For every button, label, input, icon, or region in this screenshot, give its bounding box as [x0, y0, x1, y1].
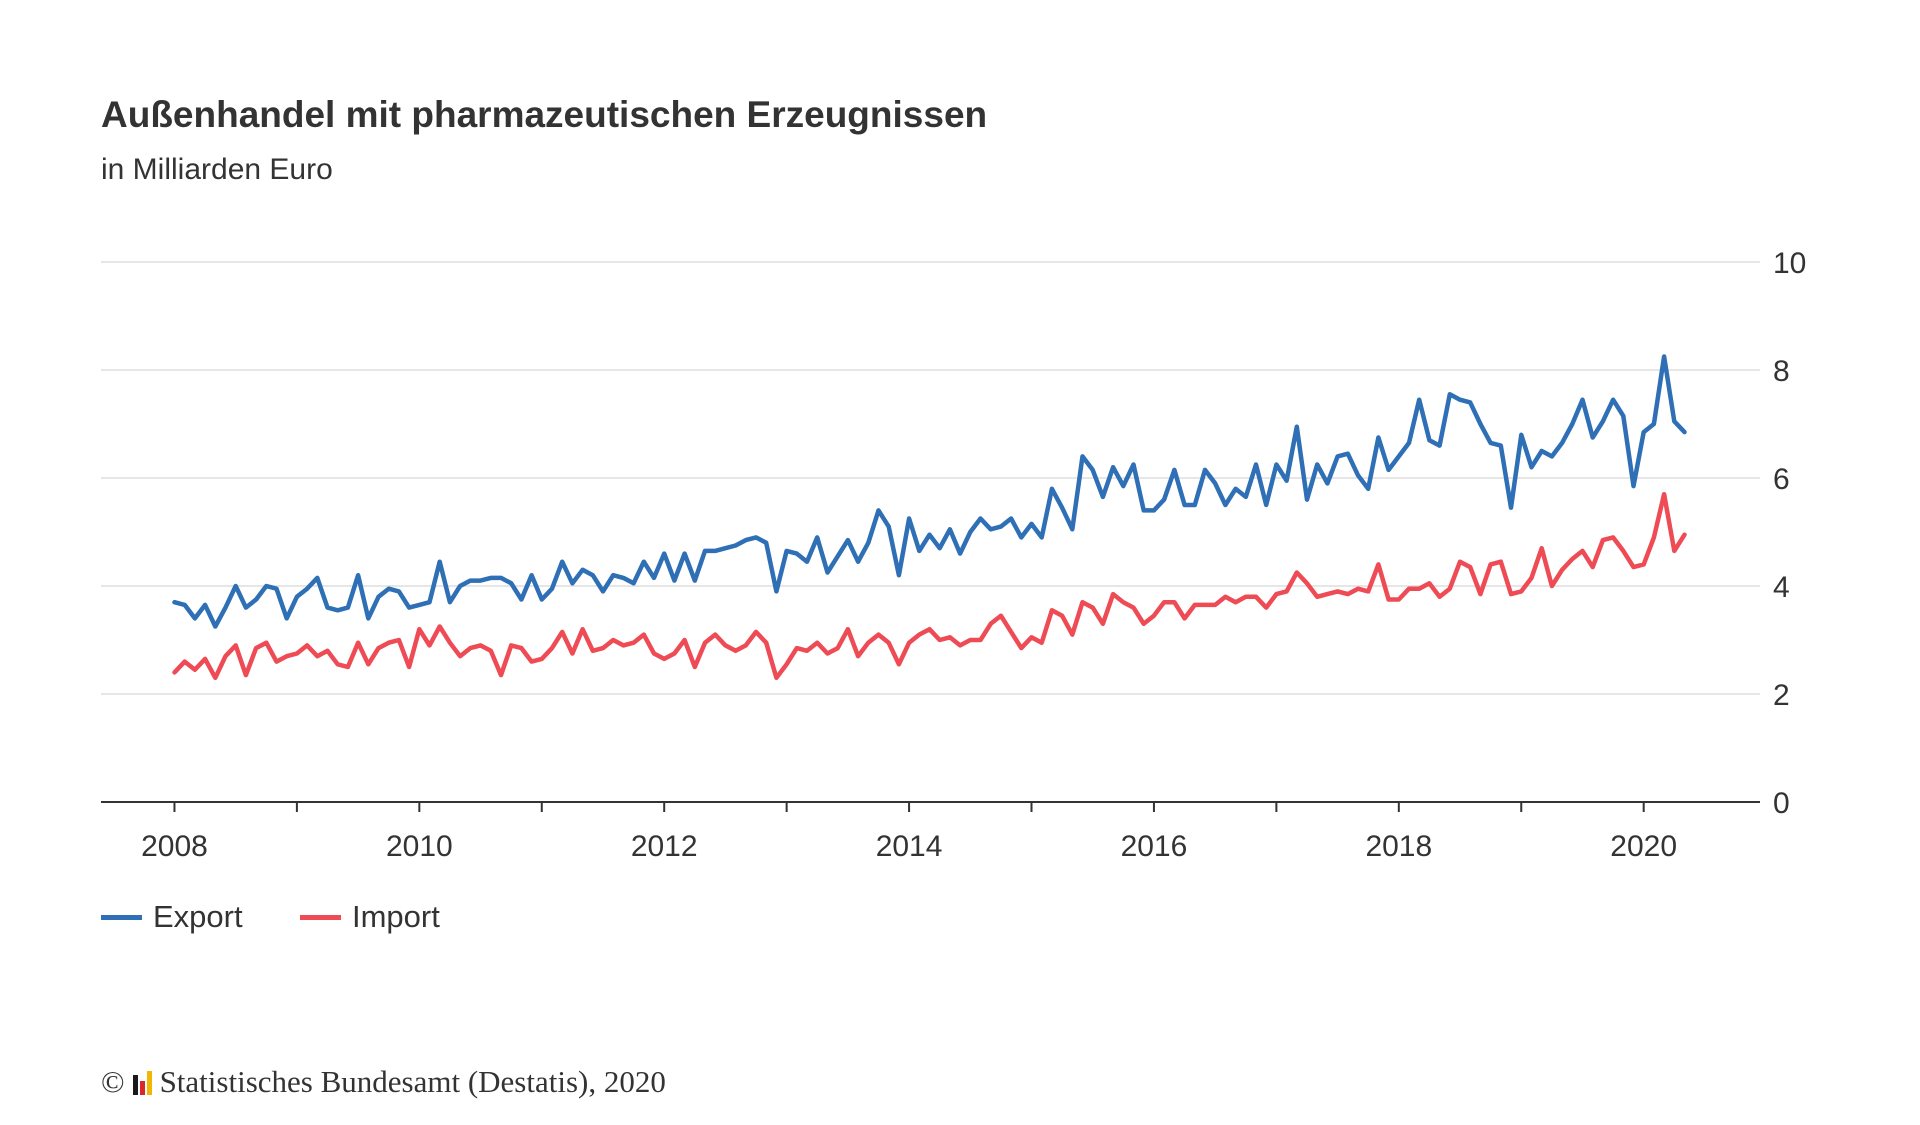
chart-title: Außenhandel mit pharmazeutischen Erzeugn… [101, 94, 988, 135]
x-axis: 2008 2010 2012 2014 2016 2018 2020 [101, 801, 1760, 863]
chart-subtitle: in Milliarden Euro [101, 153, 333, 186]
series-line-export [172, 354, 1687, 629]
destatis-logo-icon [132, 1069, 152, 1095]
y-tick-label-4: 4 [1773, 571, 1790, 604]
legend-swatch-import [300, 914, 341, 920]
legend-label-import: Import [352, 899, 440, 934]
y-tick-label-6: 6 [1773, 463, 1790, 496]
x-tick-label-2014: 2014 [876, 830, 943, 863]
y-axis-ticks: 0 2 4 6 8 10 [1773, 247, 1806, 820]
legend-item-export: Export [101, 897, 243, 937]
x-tick-label-2008: 2008 [141, 830, 208, 863]
legend-label-export: Export [153, 899, 243, 934]
y-tick-label-10: 10 [1773, 247, 1806, 280]
legend-swatch-export [101, 914, 142, 920]
copyright-symbol: © [101, 1064, 125, 1099]
x-tick-label-2012: 2012 [631, 830, 698, 863]
source-footer: © Statistisches Bundesamt (Destatis), 20… [101, 1064, 666, 1100]
x-tick-label-2020: 2020 [1610, 830, 1677, 863]
legend-item-import: Import [300, 897, 440, 937]
source-text: Statistisches Bundesamt (Destatis), 2020 [159, 1064, 666, 1099]
x-tick-label-2010: 2010 [386, 830, 453, 863]
y-tick-label-2: 2 [1773, 679, 1790, 712]
series-line-import [172, 491, 1687, 681]
x-tick-label-2016: 2016 [1121, 830, 1188, 863]
y-tick-label-8: 8 [1773, 355, 1790, 388]
series-lines [172, 354, 1687, 681]
x-tick-label-2018: 2018 [1365, 830, 1432, 863]
y-tick-label-0: 0 [1773, 787, 1790, 820]
